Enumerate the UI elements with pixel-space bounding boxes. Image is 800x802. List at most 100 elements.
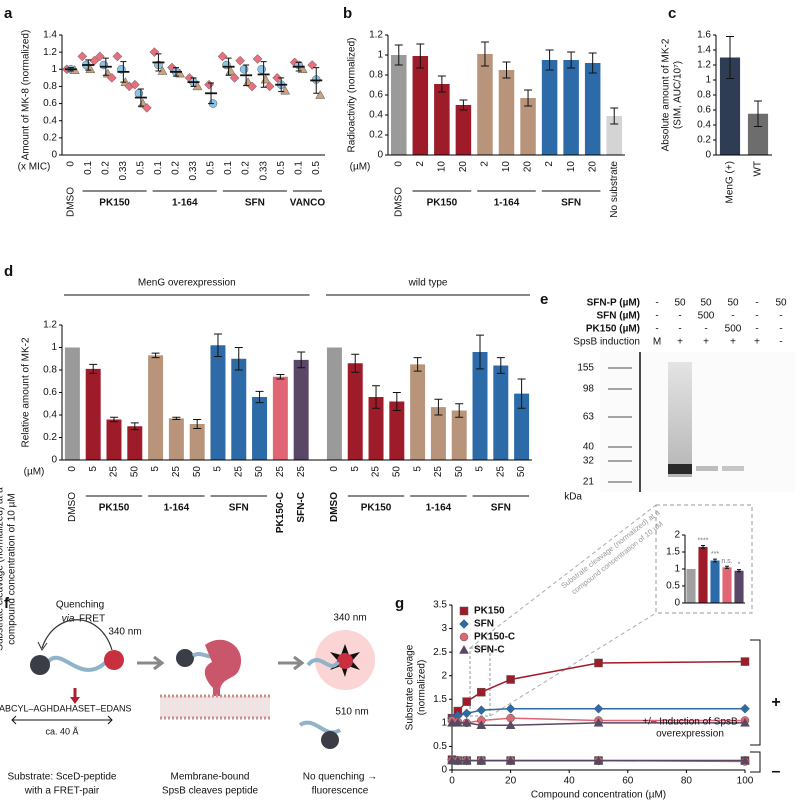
- error-bar: [151, 352, 160, 359]
- bar: [347, 363, 363, 460]
- inset-frame: [655, 504, 753, 614]
- data-point: [130, 79, 140, 90]
- y-tick-label: 0: [51, 150, 57, 161]
- category-label: 5: [412, 466, 423, 472]
- data-point: [461, 755, 472, 765]
- error-bar: [130, 422, 139, 431]
- y-tick-label: 1.2: [369, 30, 383, 41]
- label: via: [62, 614, 75, 625]
- data-point: [461, 717, 472, 727]
- membrane: [160, 694, 270, 720]
- data-point: [315, 89, 326, 99]
- error-bar: [754, 100, 762, 127]
- significance: ***: [711, 551, 719, 558]
- band: [668, 464, 692, 474]
- caption: No quenching →: [303, 772, 378, 783]
- data-point: [593, 703, 604, 714]
- error-bar: [255, 390, 264, 404]
- y-tick-label: 3: [441, 623, 447, 634]
- cell: +: [703, 337, 709, 348]
- cell: -: [755, 298, 758, 309]
- data-point: [506, 675, 515, 684]
- bar: [514, 393, 530, 460]
- bar: [498, 70, 515, 155]
- band: [722, 466, 744, 471]
- category-label: 50: [516, 466, 527, 478]
- band: [696, 466, 718, 471]
- cell: -: [755, 324, 758, 335]
- group-label: PK150-C: [275, 492, 286, 533]
- peptide-sequence: DABCYL–AGHDAHASET–EDANS: [0, 703, 132, 713]
- bar: [252, 397, 268, 460]
- cell: +: [754, 337, 760, 348]
- label: ca. 40 Å: [45, 726, 78, 736]
- cell: -: [704, 324, 707, 335]
- data-point: [452, 755, 463, 765]
- panel-letter: c: [668, 5, 676, 22]
- category-label: 20: [587, 161, 598, 173]
- error-bar: [725, 565, 729, 569]
- panel-letter: f: [4, 595, 10, 612]
- group-label: 1-164: [164, 503, 190, 514]
- data-point: [204, 79, 214, 90]
- category-label: 0.2: [100, 161, 111, 175]
- error-bar: [394, 44, 403, 66]
- error-bar: [372, 385, 381, 409]
- label: 340 nm: [333, 613, 366, 624]
- error-bar: [392, 392, 401, 411]
- x-tick-label: 100: [737, 776, 754, 787]
- data-point: [476, 755, 487, 765]
- cell: -: [779, 324, 782, 335]
- bar: [451, 410, 467, 460]
- y-tick-label: 1.2: [43, 320, 57, 331]
- y-tick-label: 0.8: [697, 90, 711, 101]
- bar: [148, 355, 164, 460]
- x-unit: (µM): [24, 467, 45, 478]
- peptide: [298, 720, 342, 735]
- error-bar: [588, 52, 597, 74]
- caption: Substrate: SceD-peptide: [8, 772, 117, 783]
- data-point: [134, 89, 144, 98]
- y-axis-label: Relative amount of MK-2: [21, 337, 32, 447]
- quencher: [30, 655, 50, 675]
- category-label: 0.5: [136, 161, 147, 175]
- category-label: 5: [88, 466, 99, 472]
- y-axis-label: Substrate cleavage (normalized) at a: [559, 507, 662, 590]
- arrow: [278, 655, 305, 671]
- y-tick-label: 1: [674, 564, 680, 575]
- bar: [734, 570, 744, 603]
- cell: +: [730, 337, 736, 348]
- bar: [293, 359, 309, 460]
- data-point: [280, 85, 291, 95]
- y-tick-label: 0.2: [43, 132, 57, 143]
- group-label: SFN: [245, 198, 265, 209]
- section-header: MenG overexpression: [138, 278, 236, 289]
- y-tick-label: 0.6: [369, 90, 383, 101]
- peptide: [306, 658, 340, 668]
- category-label: 0: [393, 161, 404, 167]
- bar: [189, 424, 205, 460]
- bar: [747, 113, 769, 155]
- error-bar: [437, 75, 446, 93]
- cell: 500: [725, 324, 742, 335]
- cell: -: [655, 298, 658, 309]
- cell: 50: [700, 298, 712, 309]
- error-bar: [567, 51, 576, 69]
- data-point: [740, 657, 750, 666]
- error-bar: [701, 545, 705, 549]
- data-point: [307, 60, 318, 70]
- y-tick-label: 0.4: [369, 110, 383, 121]
- y-tick-label: 0.6: [43, 98, 57, 109]
- x-tick-label: 80: [681, 776, 693, 787]
- y-axis-label: compound concentration of 10 µM: [570, 519, 665, 596]
- caption: SpsB cleaves peptide: [162, 786, 259, 797]
- panel-letter: b: [343, 5, 352, 22]
- bar: [686, 569, 696, 603]
- data-point: [239, 65, 249, 74]
- annotation: overexpression: [656, 729, 724, 740]
- bar: [477, 54, 493, 155]
- bar: [563, 60, 579, 155]
- error-bar: [737, 569, 741, 573]
- label: 510 nm: [335, 707, 368, 718]
